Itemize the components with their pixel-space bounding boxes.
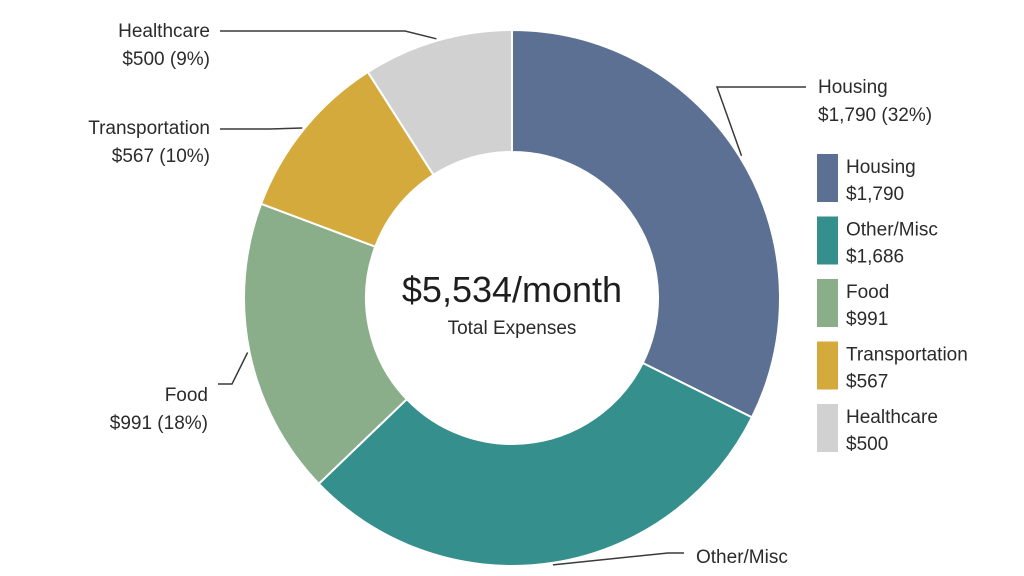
slice-food (243, 202, 409, 486)
legend-swatch-healthcare (817, 404, 838, 452)
slice-housing (511, 28, 781, 419)
callout-name-other-misc: Other/Misc (696, 547, 788, 568)
slice-callouts: Housing$1,790 (32%)Other/Misc$1,686 (30%… (88, 21, 932, 576)
callout-value-transportation: $567 (10%) (112, 146, 210, 167)
legend-swatch-other-misc (817, 216, 838, 265)
legend-value-other-misc: $1,686 (846, 247, 904, 268)
callout-name-healthcare: Healthcare (118, 21, 210, 42)
donut-slices (243, 28, 781, 568)
callout-value-food: $991 (18%) (110, 413, 208, 434)
callout-value-housing: $1,790 (32%) (818, 105, 932, 126)
legend-value-housing: $1,790 (846, 184, 904, 205)
center-total-value: $5,534/month (402, 269, 622, 310)
legend-swatch-food (817, 279, 838, 327)
leader-line-transportation (220, 127, 303, 130)
legend-name-food: Food (846, 282, 889, 303)
legend-name-transportation: Transportation (846, 345, 968, 366)
callout-name-food: Food (165, 385, 208, 406)
legend-name-housing: Housing (846, 157, 916, 178)
chart-legend: Housing $1,790 Other/Misc $1,686 Food $991 Tra… (817, 154, 968, 455)
leader-line-healthcare (220, 30, 437, 40)
slice-other-misc (317, 361, 754, 568)
leader-line-other-misc (552, 552, 684, 566)
callout-name-housing: Housing (818, 77, 888, 98)
callout-value-healthcare: $500 (9%) (122, 49, 210, 70)
legend-value-healthcare: $500 (846, 434, 888, 455)
legend-swatch-transportation (817, 341, 838, 390)
legend-value-transportation: $567 (846, 372, 888, 393)
center-total-label: Total Expenses (448, 318, 577, 339)
legend-name-healthcare: Healthcare (846, 407, 938, 428)
leader-line-housing (715, 86, 806, 157)
donut-center: $5,534/month Total Expenses (402, 269, 622, 339)
slice-healthcare (366, 28, 513, 177)
legend-name-other-misc: Other/Misc (846, 220, 938, 241)
callout-name-transportation: Transportation (88, 118, 210, 139)
legend-swatch-housing (817, 154, 838, 202)
legend-value-food: $991 (846, 309, 888, 330)
leader-line-food (218, 352, 249, 385)
